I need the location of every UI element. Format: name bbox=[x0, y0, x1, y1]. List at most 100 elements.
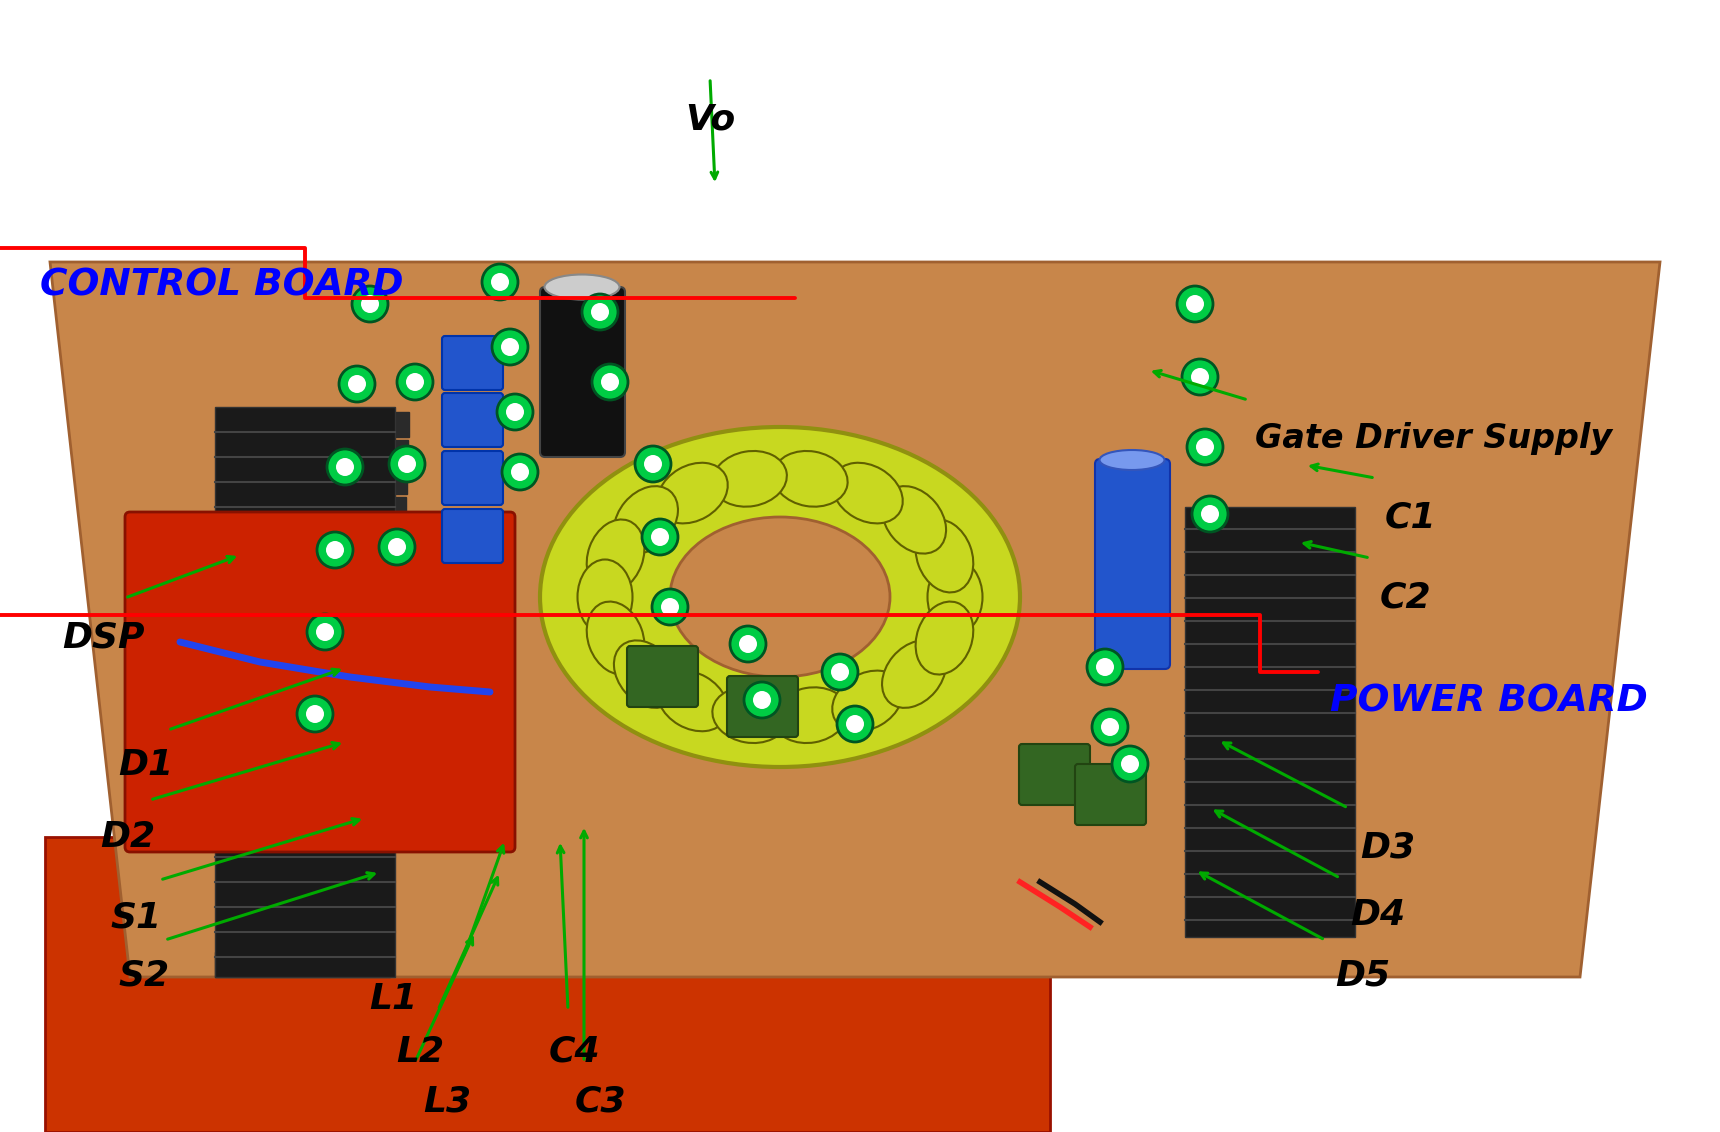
Text: Gate Driver Supply: Gate Driver Supply bbox=[1256, 422, 1612, 455]
Polygon shape bbox=[227, 781, 396, 806]
Text: D4: D4 bbox=[1350, 898, 1405, 932]
Polygon shape bbox=[253, 412, 409, 437]
Circle shape bbox=[822, 654, 858, 691]
Text: C2: C2 bbox=[1379, 580, 1431, 614]
Ellipse shape bbox=[832, 463, 903, 523]
Ellipse shape bbox=[671, 517, 889, 677]
FancyBboxPatch shape bbox=[442, 336, 502, 391]
Text: S1: S1 bbox=[110, 900, 162, 934]
Ellipse shape bbox=[1099, 451, 1164, 470]
Circle shape bbox=[1121, 755, 1139, 773]
Text: D5: D5 bbox=[1335, 958, 1390, 992]
Circle shape bbox=[347, 375, 366, 393]
Circle shape bbox=[1192, 496, 1228, 532]
Polygon shape bbox=[215, 952, 390, 977]
Circle shape bbox=[316, 532, 353, 568]
Circle shape bbox=[592, 365, 628, 400]
Text: Vo: Vo bbox=[685, 102, 734, 136]
Circle shape bbox=[753, 691, 771, 709]
Circle shape bbox=[327, 449, 363, 484]
FancyBboxPatch shape bbox=[1096, 458, 1170, 669]
Polygon shape bbox=[241, 583, 402, 608]
Circle shape bbox=[740, 635, 757, 653]
Text: DSP: DSP bbox=[62, 620, 144, 654]
Circle shape bbox=[397, 455, 416, 473]
Circle shape bbox=[490, 273, 509, 291]
Ellipse shape bbox=[712, 451, 786, 507]
Ellipse shape bbox=[915, 601, 974, 675]
Circle shape bbox=[1187, 295, 1204, 314]
Polygon shape bbox=[243, 554, 404, 580]
Circle shape bbox=[1101, 718, 1120, 736]
FancyBboxPatch shape bbox=[1075, 764, 1146, 825]
FancyBboxPatch shape bbox=[126, 512, 514, 852]
Text: C3: C3 bbox=[574, 1084, 626, 1120]
FancyBboxPatch shape bbox=[442, 451, 502, 505]
Circle shape bbox=[1201, 505, 1219, 523]
Circle shape bbox=[1176, 286, 1213, 321]
FancyBboxPatch shape bbox=[1018, 744, 1090, 805]
Text: C4: C4 bbox=[549, 1035, 600, 1069]
Circle shape bbox=[298, 696, 334, 732]
Polygon shape bbox=[218, 895, 392, 920]
Circle shape bbox=[846, 715, 863, 734]
Text: S2: S2 bbox=[119, 958, 169, 992]
Circle shape bbox=[642, 518, 678, 555]
Polygon shape bbox=[236, 668, 401, 693]
Circle shape bbox=[831, 663, 850, 681]
Ellipse shape bbox=[832, 670, 903, 731]
Circle shape bbox=[353, 286, 389, 321]
Ellipse shape bbox=[774, 451, 848, 507]
Circle shape bbox=[1187, 429, 1223, 465]
Circle shape bbox=[339, 366, 375, 402]
Circle shape bbox=[1113, 746, 1147, 782]
Ellipse shape bbox=[545, 274, 619, 300]
Circle shape bbox=[378, 529, 415, 565]
Circle shape bbox=[650, 528, 669, 546]
Ellipse shape bbox=[657, 670, 728, 731]
Polygon shape bbox=[230, 724, 397, 749]
FancyBboxPatch shape bbox=[1185, 507, 1355, 937]
Ellipse shape bbox=[774, 687, 848, 743]
Polygon shape bbox=[225, 809, 396, 835]
FancyBboxPatch shape bbox=[442, 509, 502, 563]
Circle shape bbox=[492, 329, 528, 365]
Text: D3: D3 bbox=[1361, 830, 1416, 864]
Circle shape bbox=[497, 394, 533, 430]
Ellipse shape bbox=[712, 687, 786, 743]
Circle shape bbox=[643, 455, 662, 473]
Circle shape bbox=[1195, 438, 1214, 456]
FancyBboxPatch shape bbox=[215, 406, 396, 977]
Circle shape bbox=[1092, 709, 1128, 745]
Text: D1: D1 bbox=[119, 748, 174, 782]
Polygon shape bbox=[50, 261, 1660, 977]
Polygon shape bbox=[217, 924, 390, 949]
Circle shape bbox=[389, 538, 406, 556]
Circle shape bbox=[600, 374, 619, 391]
FancyBboxPatch shape bbox=[728, 676, 798, 737]
Ellipse shape bbox=[882, 486, 946, 554]
Ellipse shape bbox=[587, 520, 645, 592]
Polygon shape bbox=[224, 839, 394, 864]
Circle shape bbox=[581, 294, 617, 331]
Circle shape bbox=[506, 403, 525, 421]
Ellipse shape bbox=[915, 520, 974, 592]
Polygon shape bbox=[232, 696, 399, 721]
Circle shape bbox=[511, 463, 530, 481]
Text: L1: L1 bbox=[368, 981, 416, 1017]
Circle shape bbox=[1087, 649, 1123, 685]
Circle shape bbox=[397, 365, 433, 400]
Polygon shape bbox=[229, 753, 397, 778]
Polygon shape bbox=[45, 762, 1049, 1132]
Polygon shape bbox=[251, 440, 408, 465]
Ellipse shape bbox=[614, 486, 678, 554]
Circle shape bbox=[838, 706, 874, 741]
Circle shape bbox=[660, 598, 679, 616]
Ellipse shape bbox=[657, 463, 728, 523]
Polygon shape bbox=[244, 525, 404, 550]
Circle shape bbox=[1182, 359, 1218, 395]
Circle shape bbox=[327, 541, 344, 559]
Circle shape bbox=[389, 446, 425, 482]
Ellipse shape bbox=[927, 559, 982, 635]
FancyBboxPatch shape bbox=[628, 646, 698, 708]
